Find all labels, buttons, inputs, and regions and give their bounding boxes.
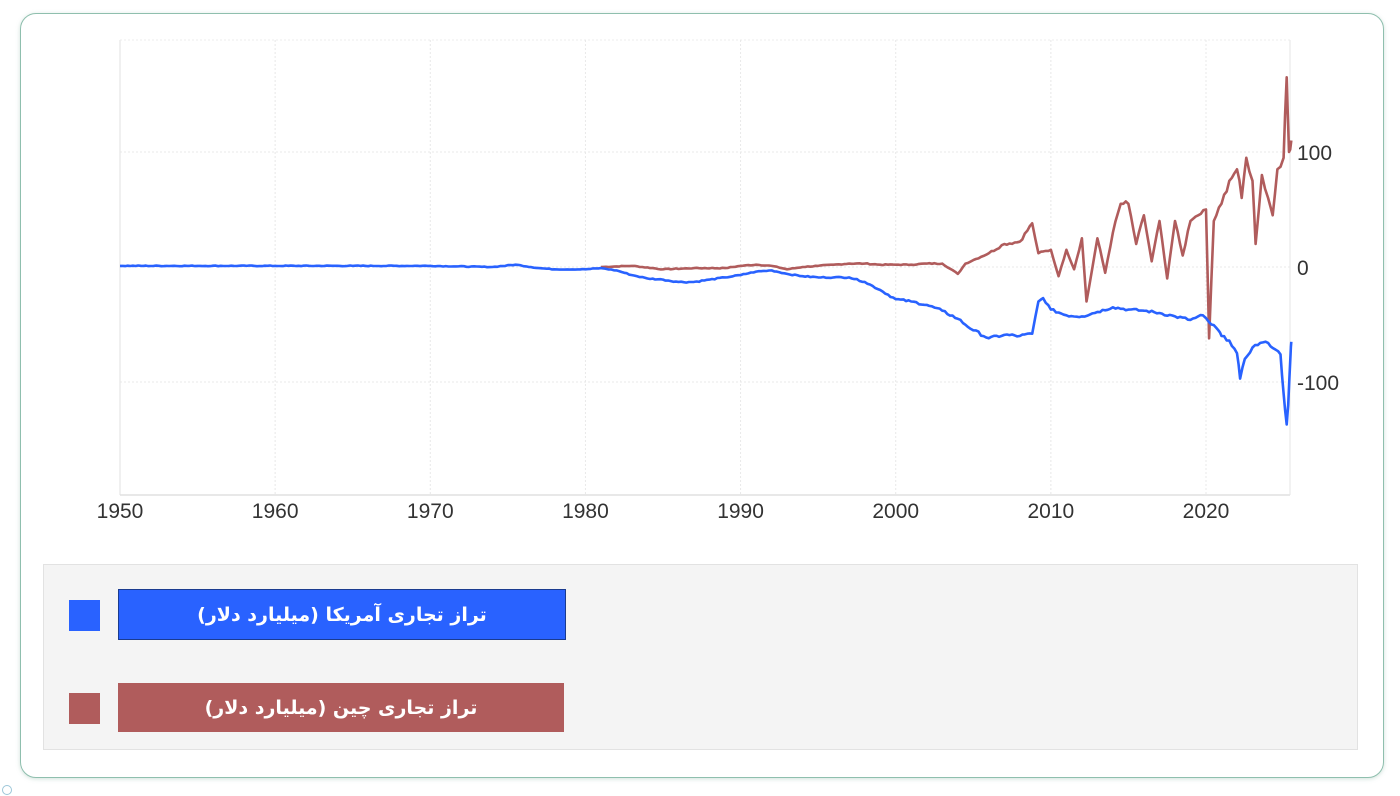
- y-tick-label: -100: [1297, 372, 1339, 395]
- x-tick-label: 2000: [872, 500, 919, 523]
- legend: تراز تجاری آمریکا (میلیارد دلار) تراز تج…: [43, 564, 1358, 750]
- legend-label-usa: تراز تجاری آمریکا (میلیارد دلار): [118, 589, 566, 640]
- y-tick-label: 100: [1297, 142, 1332, 165]
- series-lines: [120, 76, 1293, 426]
- legend-swatch-usa: [69, 600, 100, 631]
- x-tick-label: 2020: [1183, 500, 1230, 523]
- legend-label-china: تراز تجاری چین (میلیارد دلار): [118, 683, 564, 732]
- corner-mark-icon: [2, 785, 12, 795]
- legend-swatch-china: [69, 693, 100, 724]
- x-tick-label: 1970: [407, 500, 454, 523]
- x-tick-label: 1980: [562, 500, 609, 523]
- y-tick-label: 0: [1297, 257, 1309, 280]
- x-tick-label: 1950: [97, 500, 144, 523]
- x-tick-label: 1960: [252, 500, 299, 523]
- usa-balance-line: [120, 263, 1293, 426]
- axis-ticks: 1950 1960 1970 1980 1990 2000 2010 2020 100 0 -100: [97, 142, 1339, 523]
- x-tick-label: 1990: [717, 500, 764, 523]
- china-balance-line: [600, 76, 1293, 340]
- x-tick-label: 2010: [1027, 500, 1074, 523]
